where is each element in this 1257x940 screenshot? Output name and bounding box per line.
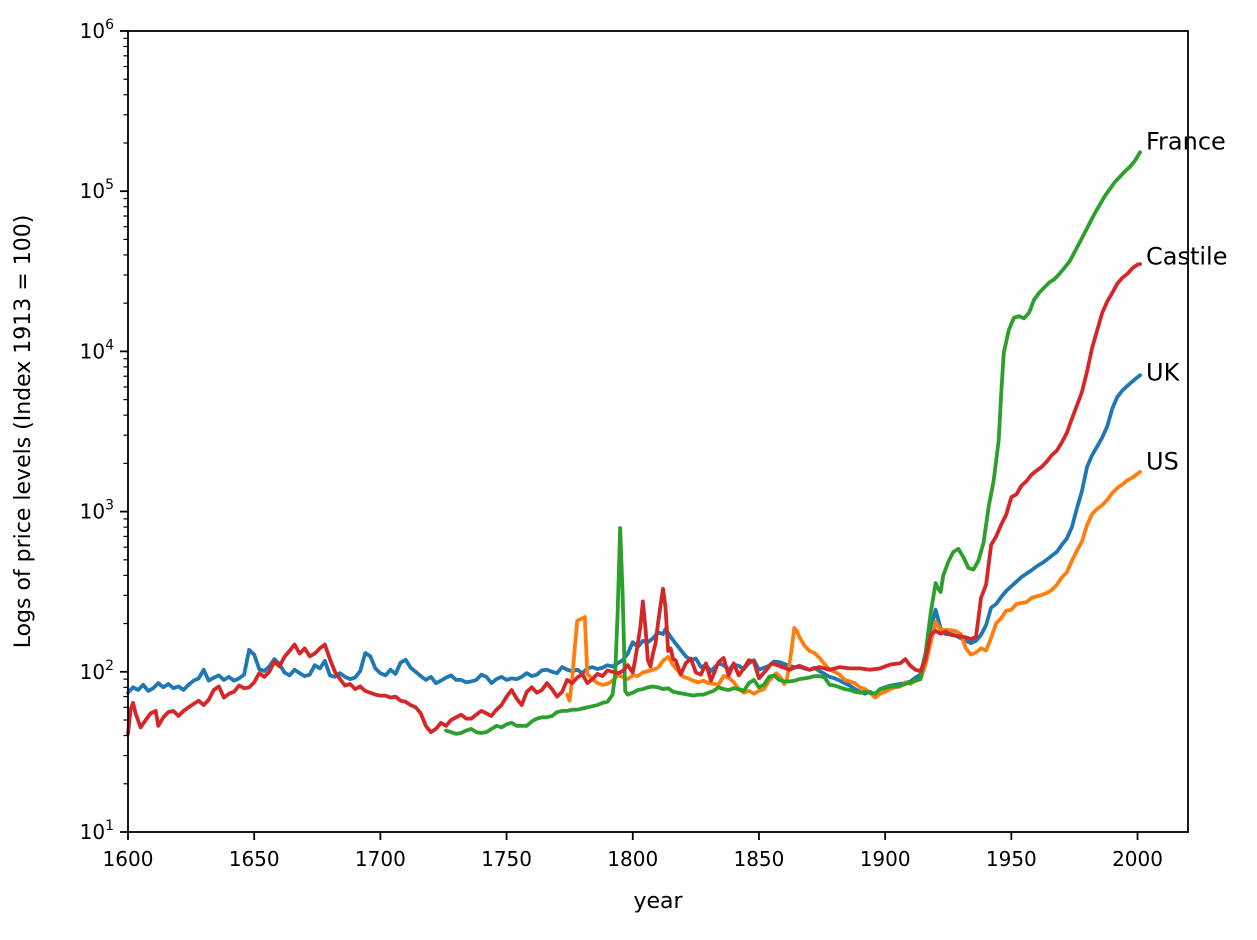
series-label-us: US bbox=[1146, 448, 1179, 476]
y-tick-label: 103 bbox=[80, 498, 114, 524]
x-tick-label: 1700 bbox=[355, 847, 406, 871]
x-tick-label: 1750 bbox=[481, 847, 532, 871]
x-tick-label: 1650 bbox=[229, 847, 280, 871]
series-line-us bbox=[565, 469, 1142, 703]
x-axis-title: year bbox=[633, 889, 683, 914]
series-label-france: France bbox=[1146, 127, 1226, 155]
x-tick-label: 1800 bbox=[607, 847, 658, 871]
x-tick-label: 1950 bbox=[986, 847, 1037, 871]
series-line-france bbox=[444, 150, 1142, 736]
y-tick-label: 101 bbox=[80, 818, 114, 844]
series-line-uk bbox=[126, 373, 1142, 697]
y-axis-title: Logs of price levels (Index 1913 = 100) bbox=[11, 215, 36, 649]
x-axis: 1600 1650 1700 1750 1800 1850 1900 1950 2000 bbox=[103, 832, 1163, 871]
series-line-castile bbox=[126, 262, 1142, 736]
y-tick-label: 104 bbox=[80, 337, 114, 363]
x-tick-label: 2000 bbox=[1112, 847, 1163, 871]
x-tick-label: 1850 bbox=[733, 847, 784, 871]
series-label-castile: Castile bbox=[1146, 243, 1227, 271]
series-label-uk: UK bbox=[1146, 358, 1181, 386]
x-tick-label: 1900 bbox=[860, 847, 911, 871]
series-end-labels: UK US France Castile bbox=[1146, 127, 1227, 475]
plot-frame bbox=[127, 30, 1189, 833]
y-tick-label: 105 bbox=[80, 177, 114, 203]
y-tick-label: 106 bbox=[80, 17, 114, 43]
y-tick-label: 102 bbox=[80, 658, 114, 684]
x-tick-label: 1600 bbox=[103, 847, 154, 871]
series-lines bbox=[126, 150, 1142, 736]
